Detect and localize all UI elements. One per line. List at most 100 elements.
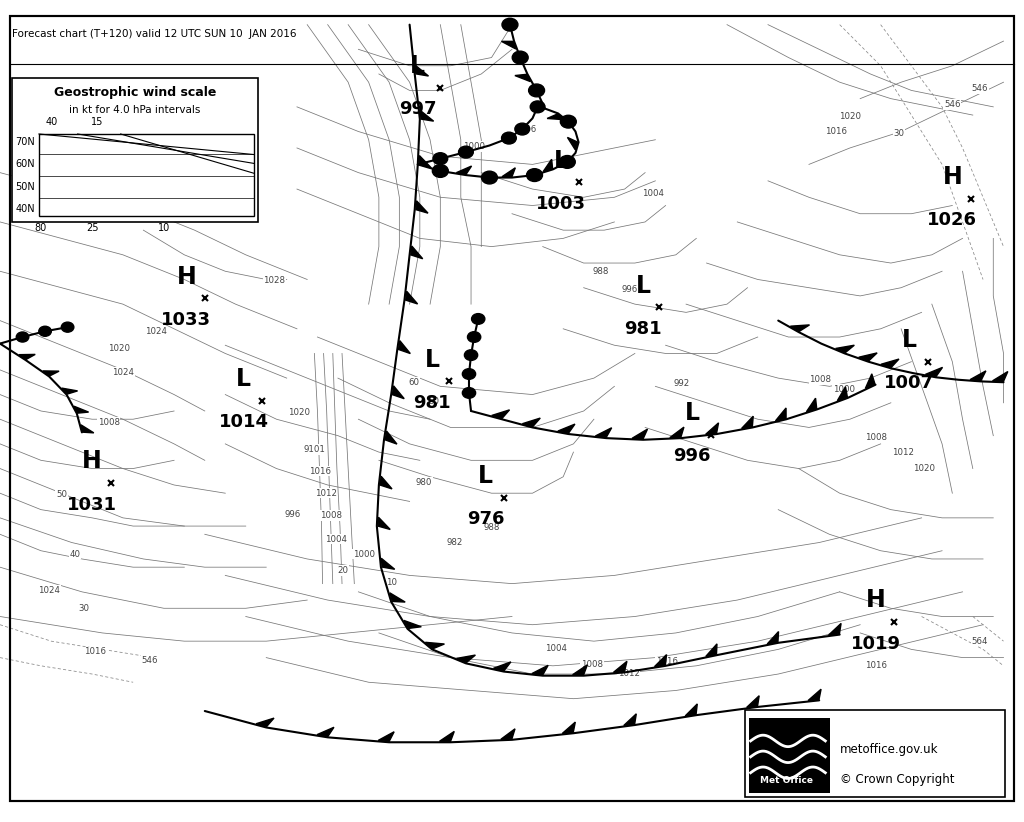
Text: L: L [685,401,699,425]
Bar [749,718,830,793]
Text: 30: 30 [79,604,89,612]
Text: 997: 997 [399,100,436,118]
Polygon shape [654,654,667,667]
Circle shape [512,51,528,64]
Text: 15: 15 [91,118,103,127]
Text: H: H [865,589,886,612]
Text: 1007: 1007 [885,374,934,392]
Text: 40: 40 [45,118,57,127]
Text: 546: 546 [944,100,961,109]
Text: 1012: 1012 [617,669,640,677]
Text: 10: 10 [158,223,170,233]
Text: 1012: 1012 [892,448,914,456]
Polygon shape [411,246,423,259]
Text: 1004: 1004 [545,644,567,653]
Text: 988: 988 [483,524,500,532]
Polygon shape [398,340,411,353]
Text: 50: 50 [429,398,439,406]
Polygon shape [522,418,541,427]
Circle shape [502,132,516,144]
Polygon shape [562,722,575,733]
Text: 980: 980 [416,478,432,487]
Polygon shape [378,732,394,741]
Text: Forecast chart (T+120) valid 12 UTC SUN 10  JAN 2016: Forecast chart (T+120) valid 12 UTC SUN … [12,29,297,39]
Text: 25: 25 [86,223,98,233]
Polygon shape [926,367,942,376]
Text: 70N: 70N [15,137,35,147]
Polygon shape [775,408,786,421]
Circle shape [559,155,575,169]
Text: 40: 40 [70,550,80,558]
Circle shape [459,146,473,158]
Text: 1020: 1020 [288,409,310,417]
Text: 1020: 1020 [912,464,935,473]
Text: 1016: 1016 [824,127,847,136]
Bar [12,78,258,222]
Polygon shape [865,374,874,388]
Text: 1004: 1004 [642,189,665,197]
Polygon shape [43,371,59,376]
Bar [39,134,254,216]
Polygon shape [390,593,406,602]
Polygon shape [515,74,530,81]
Text: 988: 988 [593,267,609,275]
Circle shape [61,322,74,332]
Polygon shape [439,732,455,741]
Polygon shape [74,406,89,413]
Text: 1008: 1008 [581,661,603,669]
Polygon shape [502,168,515,177]
Text: L: L [554,149,568,173]
Text: L: L [425,348,439,372]
Text: 20: 20 [338,566,348,575]
Text: 1000: 1000 [463,142,485,150]
Circle shape [39,326,51,336]
Polygon shape [385,431,397,444]
Text: 1031: 1031 [68,496,117,514]
Polygon shape [808,689,821,700]
Polygon shape [881,359,899,367]
Text: 996: 996 [622,285,638,293]
Circle shape [432,164,449,178]
Text: 546: 546 [972,85,988,93]
Text: 9101: 9101 [303,446,326,454]
Polygon shape [531,665,548,675]
Text: 1028: 1028 [263,276,286,284]
Circle shape [481,171,498,184]
Polygon shape [406,291,418,304]
Text: metoffice.gov.uk: metoffice.gov.uk [840,743,938,756]
Text: 40N: 40N [15,204,35,214]
Polygon shape [670,427,684,437]
Polygon shape [836,345,854,353]
Polygon shape [457,655,475,663]
Circle shape [502,18,518,31]
Polygon shape [403,621,421,628]
Text: 981: 981 [625,320,662,338]
Polygon shape [746,695,759,708]
Text: 1000: 1000 [833,386,855,394]
Polygon shape [706,423,719,434]
Polygon shape [380,476,392,489]
Text: 1020: 1020 [108,344,130,353]
Text: 1033: 1033 [162,311,211,329]
Circle shape [528,84,545,97]
Polygon shape [381,558,394,570]
Text: Geostrophic wind scale: Geostrophic wind scale [54,86,216,99]
Polygon shape [624,713,636,726]
Text: 1003: 1003 [537,195,586,213]
Text: 1016: 1016 [864,662,887,670]
Text: H: H [176,265,197,289]
Text: L: L [237,367,251,391]
Polygon shape [501,729,515,739]
Text: H: H [942,165,963,189]
Polygon shape [558,424,574,433]
Polygon shape [613,662,627,672]
Polygon shape [544,159,553,172]
Polygon shape [502,41,516,49]
Text: 992: 992 [674,380,690,388]
Text: 982: 982 [446,538,463,547]
Polygon shape [567,137,578,150]
Polygon shape [494,662,511,671]
Polygon shape [685,704,697,716]
Polygon shape [416,201,428,213]
Text: 1000: 1000 [352,550,375,558]
